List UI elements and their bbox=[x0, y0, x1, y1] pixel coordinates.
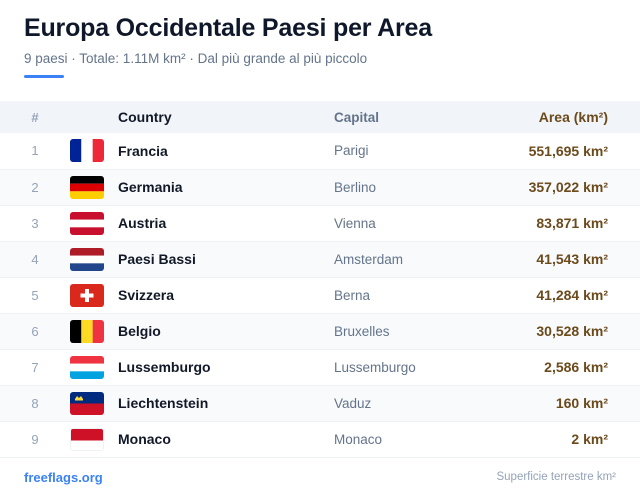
title-accent-bar bbox=[24, 75, 64, 78]
row-capital: Vaduz bbox=[334, 395, 372, 411]
switzerland-flag-icon bbox=[70, 283, 104, 307]
table-row[interactable]: 2 Germania Berlino 357,022 km² bbox=[0, 169, 640, 205]
row-country: Liechtenstein bbox=[118, 395, 209, 411]
table-row[interactable]: 9 Monaco Monaco 2 km² bbox=[0, 421, 640, 457]
row-area: 551,695 km² bbox=[528, 142, 608, 159]
row-rank: 5 bbox=[31, 287, 39, 303]
row-area: 30,528 km² bbox=[536, 323, 608, 339]
luxembourg-flag-icon bbox=[70, 355, 104, 379]
row-country: Svizzera bbox=[118, 287, 175, 303]
row-area: 83,871 km² bbox=[536, 215, 608, 231]
table-header-row: # Country Capital Area (km²) bbox=[0, 101, 640, 133]
row-capital: Lussemburgo bbox=[334, 359, 416, 375]
column-header-rank[interactable]: # bbox=[31, 109, 39, 125]
row-rank: 6 bbox=[31, 323, 39, 339]
row-area: 41,284 km² bbox=[536, 287, 608, 303]
row-capital: Berlino bbox=[334, 179, 377, 195]
column-header-flag bbox=[70, 101, 104, 133]
row-capital: Vienna bbox=[334, 215, 376, 231]
row-rank: 7 bbox=[31, 359, 39, 375]
monaco-flag-icon bbox=[70, 427, 104, 451]
netherlands-flag-icon bbox=[70, 247, 104, 271]
column-header-capital[interactable]: Capital bbox=[334, 109, 380, 125]
row-rank: 4 bbox=[31, 251, 39, 267]
row-country: Paesi Bassi bbox=[118, 251, 196, 267]
row-capital: Parigi bbox=[334, 143, 369, 159]
table-row[interactable]: 7 Lussemburgo Lussemburgo 2,586 km² bbox=[0, 349, 640, 385]
column-header-area[interactable]: Area (km²) bbox=[538, 109, 608, 125]
row-area: 160 km² bbox=[555, 395, 608, 411]
row-rank: 3 bbox=[31, 215, 39, 231]
row-rank: 8 bbox=[31, 395, 39, 411]
table-row[interactable]: 3 Austria Vienna 83,871 km² bbox=[0, 205, 640, 241]
table-row[interactable]: 4 Paesi Bassi Amsterdam 41,543 km² bbox=[0, 241, 640, 277]
footer-note: Superficie terrestre km² bbox=[496, 471, 616, 483]
row-area: 2,586 km² bbox=[544, 359, 608, 375]
row-capital: Bruxelles bbox=[334, 323, 390, 339]
france-flag-icon bbox=[70, 139, 104, 163]
belgium-flag-icon bbox=[70, 319, 104, 343]
table-row[interactable]: 8 Liechtenstein Vaduz 160 km² bbox=[0, 385, 640, 421]
row-capital: Amsterdam bbox=[334, 251, 404, 267]
austria-flag-icon bbox=[70, 211, 104, 235]
column-header-country[interactable]: Country bbox=[118, 109, 172, 125]
page-title: Europa Occidentale Paesi per Area bbox=[24, 14, 432, 42]
row-country: Francia bbox=[118, 142, 168, 159]
footer-site-link[interactable]: freeflags.org bbox=[24, 470, 103, 485]
page-header: Europa Occidentale Paesi per Area 9 paes… bbox=[24, 12, 616, 78]
row-country: Monaco bbox=[118, 431, 171, 447]
row-rank: 2 bbox=[31, 179, 39, 195]
row-country: Lussemburgo bbox=[118, 359, 211, 375]
table-row[interactable]: 1 Francia Parigi 551,695 km² bbox=[0, 133, 640, 169]
row-capital: Monaco bbox=[334, 431, 383, 447]
liechtenstein-flag-icon bbox=[70, 391, 104, 415]
row-area: 2 km² bbox=[571, 431, 608, 447]
row-rank: 9 bbox=[31, 431, 39, 447]
page-subtitle: 9 paesi · Totale: 1.11M km² · Dal più gr… bbox=[24, 51, 368, 66]
row-country: Belgio bbox=[118, 323, 161, 339]
row-rank: 1 bbox=[31, 143, 39, 159]
row-country: Austria bbox=[118, 215, 167, 231]
row-capital: Berna bbox=[334, 287, 371, 303]
table-row[interactable]: 6 Belgio Bruxelles 30,528 km² bbox=[0, 313, 640, 349]
row-country: Germania bbox=[118, 179, 183, 195]
row-area: 357,022 km² bbox=[528, 179, 608, 195]
germany-flag-icon bbox=[70, 175, 104, 199]
table-row[interactable]: 5 Svizzera Berna 41,284 km² bbox=[0, 277, 640, 313]
countries-table: # Country Capital Area (km²) 1 Francia P… bbox=[0, 101, 640, 458]
row-area: 41,543 km² bbox=[536, 251, 608, 267]
